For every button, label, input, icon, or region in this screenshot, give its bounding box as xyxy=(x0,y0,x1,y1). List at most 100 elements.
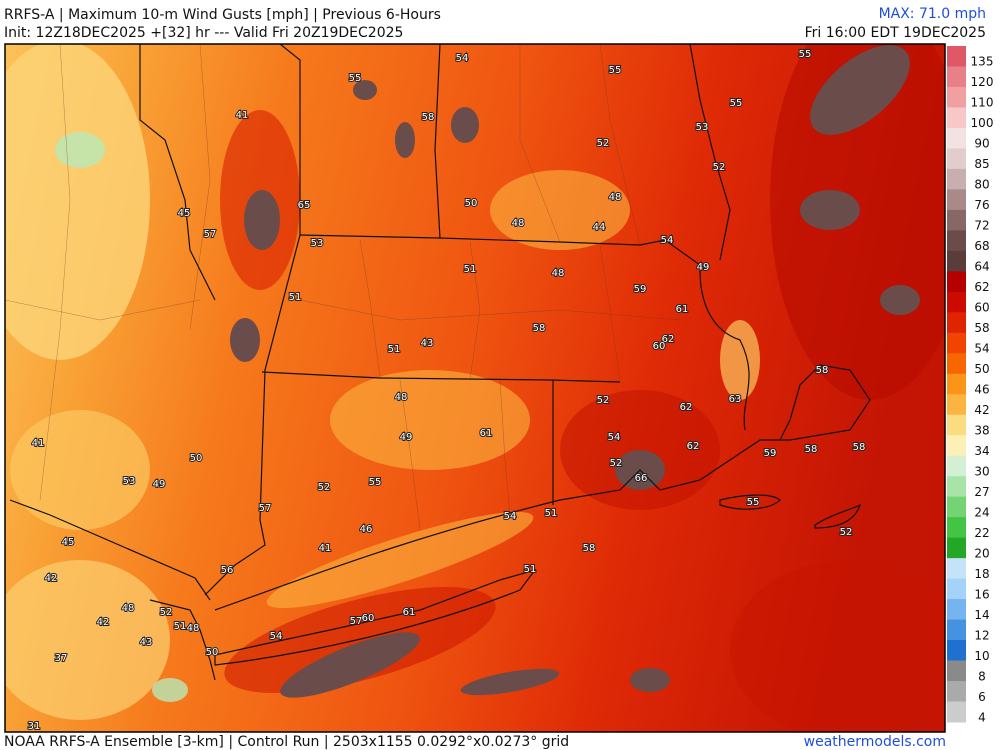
colorbar-label: 60 xyxy=(974,301,989,315)
map-label: 66 xyxy=(635,473,648,484)
colorbar-label: 58 xyxy=(974,321,989,335)
map-label: 52 xyxy=(840,527,853,538)
colorbar-swatch xyxy=(947,496,966,518)
colorbar-swatch xyxy=(947,230,966,252)
colorbar-label: 42 xyxy=(974,403,989,417)
title: RRFS-A | Maximum 10-m Wind Gusts [mph] |… xyxy=(4,7,441,23)
colorbar-swatch xyxy=(947,455,966,477)
map-label: 53 xyxy=(123,476,136,487)
colorbar-swatch xyxy=(947,373,966,395)
map-label: 41 xyxy=(319,543,332,554)
map-label: 48 xyxy=(552,268,565,279)
map-label: 48 xyxy=(122,603,135,614)
map-label: 41 xyxy=(32,438,45,449)
map-label: 51 xyxy=(388,344,401,355)
map-label: 56 xyxy=(221,565,234,576)
valid-time: Fri 16:00 EDT 19DEC2025 xyxy=(805,25,986,41)
map-label: 48 xyxy=(395,392,408,403)
map-label: 44 xyxy=(593,222,606,233)
map-label: 55 xyxy=(349,73,362,84)
map-label: 37 xyxy=(55,653,68,664)
colorbar-label: 6 xyxy=(978,690,986,704)
map-label: 51 xyxy=(545,508,558,519)
map-label: 48 xyxy=(512,218,525,229)
map-label: 52 xyxy=(597,138,610,149)
colorbar-label: 90 xyxy=(974,137,989,151)
colorbar-swatch xyxy=(947,107,966,129)
footer-source: NOAA RRFS-A Ensemble [3-km] | Control Ru… xyxy=(4,734,569,750)
colorbar-label: 64 xyxy=(974,260,989,274)
colorbar-swatch xyxy=(947,168,966,190)
colorbar-label: 54 xyxy=(974,342,989,356)
colorbar-swatch xyxy=(947,148,966,170)
colorbar-label: 68 xyxy=(974,239,989,253)
colorbar-label: 30 xyxy=(974,464,989,478)
colorbar: 1351201101009085807672686462605854504642… xyxy=(947,46,993,724)
colorbar-swatch xyxy=(947,209,966,231)
colorbar-label: 8 xyxy=(978,669,986,683)
map-label: 53 xyxy=(696,122,709,133)
colorbar-swatch xyxy=(947,517,966,539)
colorbar-label: 76 xyxy=(974,198,989,212)
map-label: 62 xyxy=(680,402,693,413)
colorbar-swatch xyxy=(947,619,966,641)
map-label: 42 xyxy=(97,617,110,628)
map-label: 49 xyxy=(400,432,413,443)
colorbar-label: 62 xyxy=(974,280,989,294)
colorbar-swatch xyxy=(947,250,966,272)
map-label: 45 xyxy=(62,537,75,548)
map-label: 50 xyxy=(465,198,478,209)
map-label: 58 xyxy=(533,323,546,334)
map-label: 61 xyxy=(480,428,493,439)
colorbar-swatch xyxy=(947,394,966,416)
colorbar-swatch xyxy=(947,701,966,723)
map-label: 51 xyxy=(464,264,477,275)
map-label: 54 xyxy=(661,235,674,246)
map-label: 51 xyxy=(524,564,537,575)
map-label: 65 xyxy=(298,200,311,211)
map xyxy=(5,44,945,732)
map-label: 52 xyxy=(610,458,623,469)
map-label: 48 xyxy=(187,623,200,634)
colorbar-swatch xyxy=(947,681,966,703)
colorbar-label: 34 xyxy=(974,444,989,458)
map-label: 49 xyxy=(153,479,166,490)
colorbar-swatch xyxy=(947,578,966,600)
colorbar-label: 100 xyxy=(971,116,994,130)
map-label: 48 xyxy=(609,192,622,203)
colorbar-swatch xyxy=(947,66,966,88)
map-label: 62 xyxy=(687,441,700,452)
max-value: MAX: 71.0 mph xyxy=(879,6,986,22)
map-label: 54 xyxy=(504,511,517,522)
colorbar-label: 85 xyxy=(974,157,989,171)
map-label: 51 xyxy=(174,621,187,632)
colorbar-label: 38 xyxy=(974,423,989,437)
colorbar-swatch xyxy=(947,537,966,559)
colorbar-label: 22 xyxy=(974,526,989,540)
map-label: 52 xyxy=(318,482,331,493)
map-label: 60 xyxy=(362,613,375,624)
map-label: 58 xyxy=(805,444,818,455)
map-label: 55 xyxy=(609,65,622,76)
map-label: 60 xyxy=(653,341,666,352)
map-label: 58 xyxy=(422,112,435,123)
map-frame xyxy=(4,43,946,733)
map-label: 52 xyxy=(160,607,173,618)
map-label: 46 xyxy=(360,524,373,535)
colorbar-label: 4 xyxy=(978,710,986,724)
map-label: 43 xyxy=(421,338,434,349)
map-label: 49 xyxy=(697,262,710,273)
colorbar-label: 14 xyxy=(974,608,989,622)
map-label: 41 xyxy=(236,110,249,121)
colorbar-swatch xyxy=(947,189,966,211)
colorbar-label: 46 xyxy=(974,383,989,397)
map-label: 54 xyxy=(270,631,283,642)
colorbar-swatch xyxy=(947,353,966,375)
map-label: 50 xyxy=(206,647,219,658)
map-label: 55 xyxy=(730,98,743,109)
map-label: 43 xyxy=(140,637,153,648)
colorbar-label: 18 xyxy=(974,567,989,581)
map-label: 55 xyxy=(747,497,760,508)
colorbar-label: 80 xyxy=(974,178,989,192)
